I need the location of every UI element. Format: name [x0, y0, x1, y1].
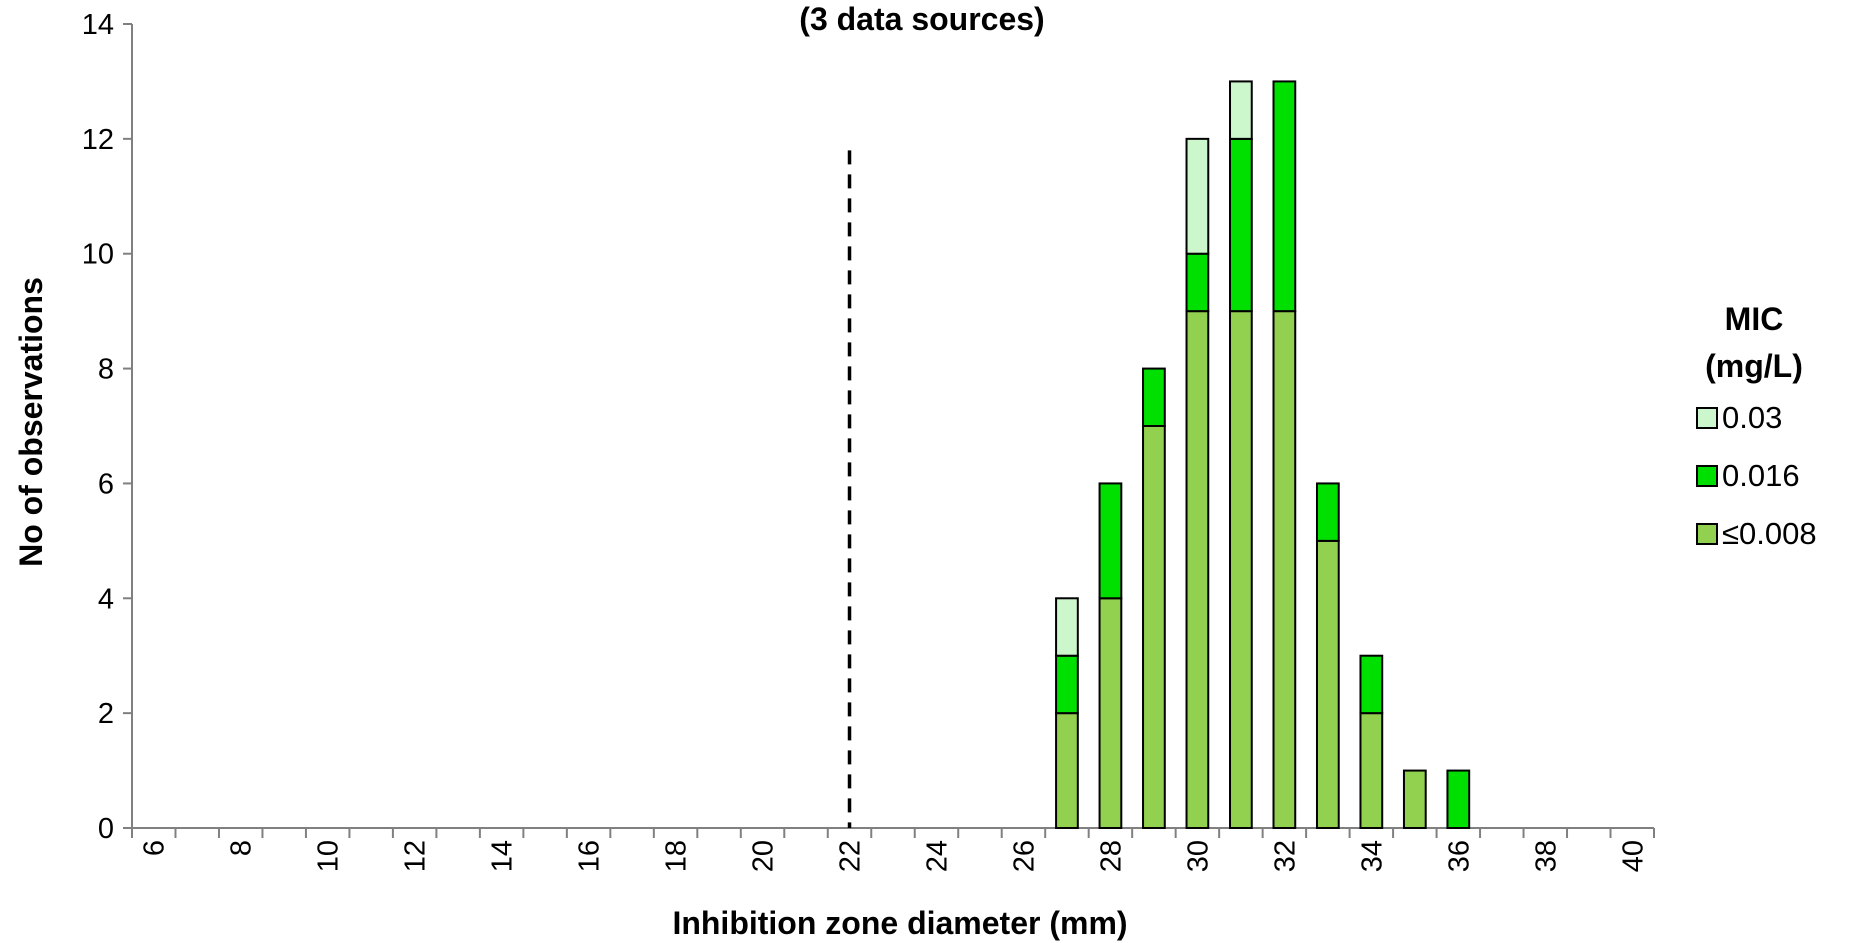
- bar-segment: [1142, 367, 1166, 428]
- bar-segment: [1229, 80, 1253, 140]
- x-tick-label: 32: [1269, 840, 1301, 872]
- legend: MIC (mg/L) 0.03 0.016 ≤0.008: [1696, 301, 1817, 551]
- y-tick-label: 8: [98, 354, 114, 386]
- legend-label: 0.016: [1722, 458, 1800, 493]
- bar-segment: [1055, 712, 1079, 830]
- bar-segment: [1185, 310, 1210, 829]
- bar-segment: [1402, 769, 1427, 829]
- bar-segment: [1272, 310, 1297, 829]
- y-tick-label: 12: [82, 124, 114, 156]
- legend-title-line1: MIC: [1725, 301, 1784, 337]
- bar-segment: [1315, 539, 1340, 829]
- x-axis-title: Inhibition zone diameter (mm): [672, 905, 1127, 941]
- x-tick-label: 18: [661, 840, 693, 872]
- x-tick-label: 6: [139, 840, 171, 856]
- x-axis: 6 8 10 12 14 16 18 20 22 24 26 28 30 32 34 36 38 40: [131, 827, 1655, 872]
- y-tick-label: 0: [98, 813, 114, 845]
- y-tick-label: 4: [98, 583, 114, 615]
- bar-segment: [1315, 482, 1340, 542]
- x-tick-label: 12: [400, 840, 432, 872]
- y-axis: 0 2 4 6 8 10 12 14: [82, 9, 133, 845]
- x-tick-label: 38: [1530, 840, 1562, 872]
- legend-swatch: [1696, 407, 1718, 429]
- bar-segment: [1229, 310, 1253, 829]
- x-ticks: 6 8 10 12 14 16 18 20 22 24 26 28 30 32 34 36 38 40: [131, 828, 1655, 872]
- y-tick-label: 10: [82, 239, 114, 271]
- bar-segment: [1359, 712, 1384, 830]
- legend-label: ≤0.008: [1722, 516, 1817, 551]
- bar-segment: [1359, 654, 1384, 715]
- x-tick-label: 14: [487, 840, 519, 872]
- x-tick-label: 16: [574, 840, 606, 872]
- bar-segment: [1185, 137, 1210, 255]
- y-tick-label: 6: [98, 468, 114, 500]
- x-tick-label: 30: [1182, 840, 1214, 872]
- chart-subtitle: (3 data sources): [799, 1, 1044, 37]
- x-tick-label: 28: [1095, 840, 1127, 872]
- legend-label: 0.03: [1722, 400, 1782, 435]
- bar-segment: [1098, 482, 1123, 600]
- x-tick-label: 20: [748, 840, 780, 872]
- legend-items: 0.03 0.016 ≤0.008: [1696, 400, 1817, 551]
- x-tick-label: 26: [1008, 840, 1040, 872]
- y-tick-label: 14: [82, 9, 114, 41]
- bar-segment: [1055, 597, 1079, 657]
- bar-segment: [1229, 137, 1253, 313]
- x-tick-label: 34: [1356, 840, 1388, 872]
- x-tick-label: 10: [313, 840, 345, 872]
- bar-segment: [1446, 769, 1471, 829]
- legend-swatch: [1696, 523, 1718, 545]
- x-tick-label: 40: [1617, 840, 1649, 872]
- x-tick-label: 36: [1443, 840, 1475, 872]
- bar-segment: [1142, 425, 1166, 829]
- bar-segment: [1272, 80, 1297, 313]
- x-tick-label: 24: [921, 840, 953, 872]
- bar-segment: [1098, 597, 1123, 829]
- x-tick-label: 8: [226, 840, 258, 856]
- bar-segment: [1055, 654, 1079, 715]
- y-axis-title: No of observations: [13, 277, 49, 567]
- y-ticks: 0 2 4 6 8 10 12 14: [82, 9, 132, 845]
- y-tick-label: 2: [98, 698, 114, 730]
- x-tick-label: 22: [835, 840, 867, 872]
- legend-swatch: [1696, 465, 1718, 487]
- legend-title-line2: (mg/L): [1705, 348, 1803, 384]
- bar-segment: [1185, 252, 1210, 313]
- bars: [1055, 80, 1471, 830]
